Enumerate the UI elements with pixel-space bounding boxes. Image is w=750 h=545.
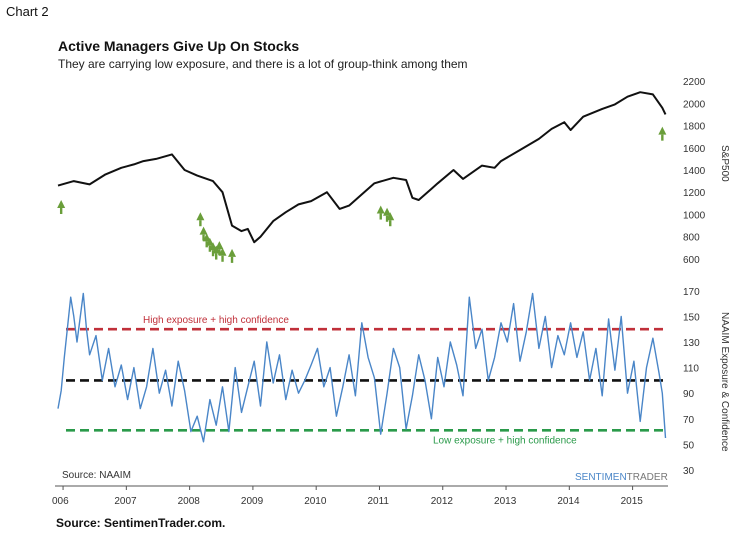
upper-panel-spx: 600 800 1000 1200 1400 1600 1800 2000 2200 S&P500 — [57, 77, 730, 266]
buy-signal-arrow — [57, 200, 66, 214]
buy-signal-arrow-head — [196, 212, 205, 221]
buy-signal-arrow — [196, 212, 205, 227]
spx-y-tick-label: 1200 — [683, 188, 706, 199]
spx-y-tick-label: 800 — [683, 233, 700, 244]
spx-axis-label: S&P500 — [719, 145, 730, 182]
buy-signal-arrow-stem — [218, 249, 221, 256]
spx-y-tick-label: 1600 — [683, 144, 706, 155]
buy-signal-arrow-head — [205, 237, 214, 246]
buy-signal-arrow — [218, 247, 227, 262]
high-confidence-label: High exposure + high confidence — [143, 315, 289, 326]
source-footer: Source: SentimenTrader.com. — [56, 516, 226, 530]
naaim-y-tick-label: 90 — [683, 389, 695, 400]
naaim-y-tick-label: 170 — [683, 287, 700, 298]
x-axis: 006 2007 2008 2009 2010 2011 2012 2013 2014 2015 — [52, 485, 668, 507]
buy-signal-arrow-stem — [389, 220, 392, 227]
buy-signal-arrow-stem — [202, 234, 205, 241]
low-confidence-label: Low exposure + high confidence — [433, 435, 577, 446]
buy-signal-arrow-stem — [215, 253, 218, 260]
buy-signal-arrow — [199, 226, 208, 241]
x-tick-label: 2010 — [304, 496, 327, 507]
buy-signal-arrow-head — [215, 241, 224, 250]
buy-signal-arrow — [658, 126, 667, 141]
naaim-y-tick-label: 50 — [683, 440, 695, 451]
lower-panel-naaim: High exposure + high confidence Low expos… — [57, 287, 730, 483]
x-tick-label: 2011 — [367, 496, 389, 507]
buy-signal-arrow-head — [228, 248, 237, 257]
chart-title: Active Managers Give Up On Stocks — [58, 38, 300, 54]
source-note: Source: NAAIM — [62, 470, 131, 481]
spx-y-tick-label: 2000 — [683, 99, 706, 110]
spx-y-tick-label: 1800 — [683, 122, 706, 133]
buy-signal-arrow-head — [383, 207, 392, 216]
spx-y-tick-label: 2200 — [683, 77, 706, 88]
buy-signal-arrow-stem — [221, 255, 224, 262]
buy-signal-arrow-head — [376, 205, 385, 214]
buy-signal-arrow — [228, 248, 237, 263]
x-tick-label: 2014 — [557, 496, 580, 507]
buy-signal-arrow-stem — [379, 213, 382, 220]
x-tick-label: 2013 — [494, 496, 517, 507]
naaim-series-line — [57, 292, 667, 443]
brand-part2: TRADER — [627, 472, 668, 483]
brand-logo: SENTIMENTRADER — [575, 472, 668, 483]
buy-signal-arrow-head — [658, 126, 667, 135]
naaim-y-tick-label: 70 — [683, 415, 695, 426]
x-tick-label: 2015 — [621, 496, 644, 507]
x-tick-label: 2012 — [431, 496, 454, 507]
x-tick-label: 006 — [52, 496, 69, 507]
buy-signal-arrow-head — [199, 226, 208, 235]
buy-signal-arrow-stem — [230, 256, 234, 263]
buy-signal-arrow-stem — [59, 208, 63, 214]
spx-series-line — [57, 91, 667, 244]
brand-part1: SENTIMEN — [575, 472, 627, 483]
naaim-y-tick-label: 110 — [683, 364, 699, 375]
naaim-y-tick-label: 130 — [683, 338, 700, 349]
spx-y-tick-label: 600 — [683, 255, 700, 266]
buy-signal-arrow-stem — [199, 220, 202, 227]
naaim-y-tick-label: 30 — [683, 466, 695, 477]
buy-signal-arrow-head — [218, 247, 227, 256]
spx-y-tick-label: 1400 — [683, 166, 706, 177]
buy-signal-arrow — [215, 241, 224, 256]
chart-label: Chart 2 — [6, 4, 49, 19]
buy-signal-arrow-stem — [661, 134, 664, 141]
x-tick-label: 2007 — [114, 496, 137, 507]
x-tick-label: 2008 — [178, 496, 201, 507]
buy-signal-arrow-head — [57, 200, 66, 208]
buy-signal-arrow — [376, 205, 385, 220]
naaim-axis-label: NAAIM Exposure & Confidence — [719, 312, 730, 452]
buy-signal-arrow — [386, 212, 395, 227]
x-tick-label: 2009 — [241, 496, 264, 507]
buy-signal-arrow-head — [386, 212, 395, 221]
buy-signal-arrow-head — [202, 233, 211, 242]
naaim-y-tick-label: 150 — [683, 312, 700, 323]
chart-subtitle: They are carrying low exposure, and ther… — [58, 57, 468, 71]
spx-y-tick-label: 1000 — [683, 210, 706, 221]
